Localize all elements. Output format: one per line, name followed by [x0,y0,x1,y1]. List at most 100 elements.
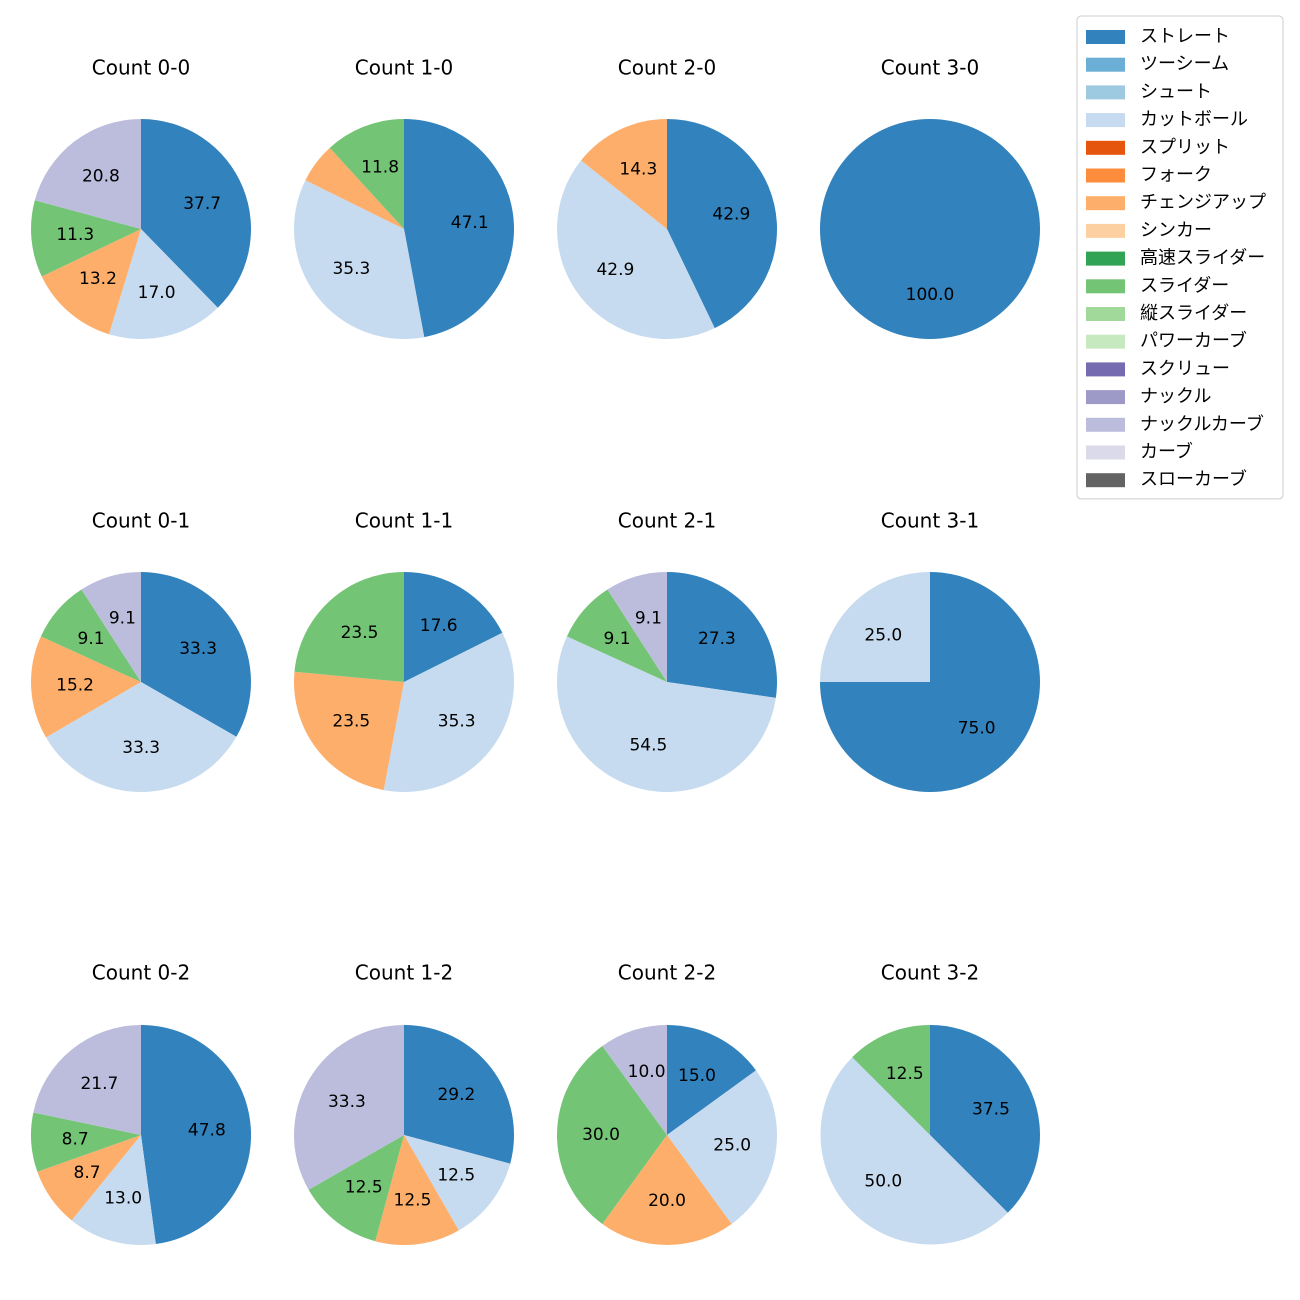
pie-slice-label: 23.5 [332,712,370,732]
pie-slice [41,229,141,335]
legend-label: 縦スライダー [1140,303,1247,324]
pie-title: Count 2-0 [618,56,716,80]
pie-slice-label: 12.5 [886,1064,924,1084]
pie-slice [293,671,404,791]
pie-slice-label: 54.5 [629,735,667,755]
pie-slice-label: 11.3 [56,225,94,245]
pie-slice [31,1112,141,1172]
pie-slice [305,147,404,229]
pie-slice-label: 17.6 [420,616,458,636]
legend-item: 縦スライダー [1086,303,1247,324]
legend-label: ストレート [1140,26,1230,47]
pie-count-2-1: Count 2-1 27.3 54.5 9.19.1 [556,509,777,793]
legend-item: チェンジアップ [1086,192,1266,213]
pie-slice [566,589,667,682]
pie-slice-label: 12.5 [345,1177,383,1197]
pie-slice-label: 30.0 [582,1125,620,1145]
pie-slice-label: 35.3 [438,712,476,732]
pie-slice-label: 9.1 [78,629,105,649]
pie-slice [602,1025,667,1135]
pie-slice-label: 20.0 [648,1191,686,1211]
legend-item: シュート [1086,81,1212,102]
pie-slice [141,119,251,308]
legend-item: 高速スライダー [1086,248,1265,269]
pie-count-3-2: Count 3-2 37.5 50.0 12.5 [820,961,1040,1245]
legend-label: ツーシーム [1140,54,1229,75]
pie-slice [556,1046,667,1224]
pie-slice [602,1135,732,1246]
pie-slice-label: 50.0 [864,1172,902,1192]
pie-slice-label: 37.5 [972,1100,1010,1120]
pie-slice [375,1135,459,1245]
legend-swatch [1086,85,1125,100]
legend-swatch [1086,390,1125,405]
legend-swatch [1086,168,1125,183]
legend-swatch [1086,417,1125,432]
pie-slice-label: 12.5 [394,1190,432,1210]
pie-count-1-0: Count 1-0 47.1 35.3 11.8 [293,56,514,340]
pie-slice [33,1025,141,1135]
legend-swatch [1086,251,1125,266]
pie-count-3-1: Count 3-1 75.0 25.0 [820,509,1040,792]
legend-label: ナックル [1140,386,1211,407]
pie-slice [71,1135,156,1246]
pie-slice [667,572,777,698]
pie-slice-label: 42.9 [596,260,634,280]
pie-slice-label: 33.3 [122,738,160,758]
pie-title: Count 1-2 [355,961,453,985]
pie-slice-label: 33.3 [328,1092,366,1112]
legend-item: スライダー [1086,275,1229,296]
pie-slice-label: 12.5 [437,1165,475,1185]
pie-slice-label: 25.0 [864,625,902,645]
legend-item: ナックルカーブ [1086,413,1264,435]
legend-label: スクリュー [1140,358,1230,379]
pie-slice-label: 13.2 [79,269,117,289]
pie-count-3-0: Count 3-0 100.0 [820,56,1040,339]
pie-slice-label: 100.0 [906,285,955,305]
legend-label: ナックルカーブ [1140,413,1264,435]
pie-slice [108,229,218,340]
pie-title: Count 3-1 [881,509,979,533]
pie-count-2-2: Count 2-2 15.0 25.0 20.0 30.0 10.0 [556,961,778,1246]
legend-label: チェンジアップ [1140,192,1266,213]
legend-item: ストレート [1086,26,1230,47]
legend-label: スローカーブ [1140,468,1247,490]
legend-label: シンカー [1140,220,1212,241]
pie-slice [820,119,1040,339]
pie-count-1-2: Count 1-229.212.512.512.533.3 [293,961,514,1245]
legend-swatch [1086,279,1125,294]
legend-label: パワーカーブ [1140,330,1247,352]
pie-slice-label: 8.7 [62,1129,89,1149]
legend-item: スプリット [1086,137,1230,158]
legend-item: パワーカーブ [1086,330,1247,352]
pie-slice [141,572,252,737]
legend-swatch [1086,334,1125,349]
pie-slice [556,636,776,793]
pie-slice [930,1025,1040,1213]
pie-slice [40,589,141,682]
pie-slice-label: 47.1 [451,213,489,233]
pie-slice-label: 15.2 [56,675,94,695]
pie-count-2-0: Count 2-0 42.9 42.9 14.3 [557,56,778,340]
legend-label: スライダー [1140,275,1229,296]
pie-slice-label: 9.1 [109,609,136,629]
pie-slice-label: 75.0 [958,719,996,739]
pie-count-0-2: Count 0-247.813.08.78.721.7 [31,961,252,1246]
pie-slice-label: 10.0 [628,1062,666,1082]
legend-swatch [1086,473,1125,488]
legend-item: スクリュー [1086,358,1230,379]
pie-slice-label: 47.8 [188,1121,226,1141]
pie-count-1-1: Count 1-1 17.6 35.3 23.5 23.5 [293,509,514,792]
pie-slice [294,572,404,682]
pie-title: Count 1-1 [355,509,453,533]
pie-slice-label: 27.3 [698,629,736,649]
pie-slice [404,572,503,682]
pie-slice-label: 42.9 [712,204,750,224]
legend-item: カーブ [1086,441,1193,463]
pie-slice-label: 14.3 [619,160,657,180]
pie-slice [34,119,142,229]
legend-item: ナックル [1086,386,1211,407]
legend-swatch [1086,362,1125,377]
pie-slice-label: 9.1 [635,609,662,629]
